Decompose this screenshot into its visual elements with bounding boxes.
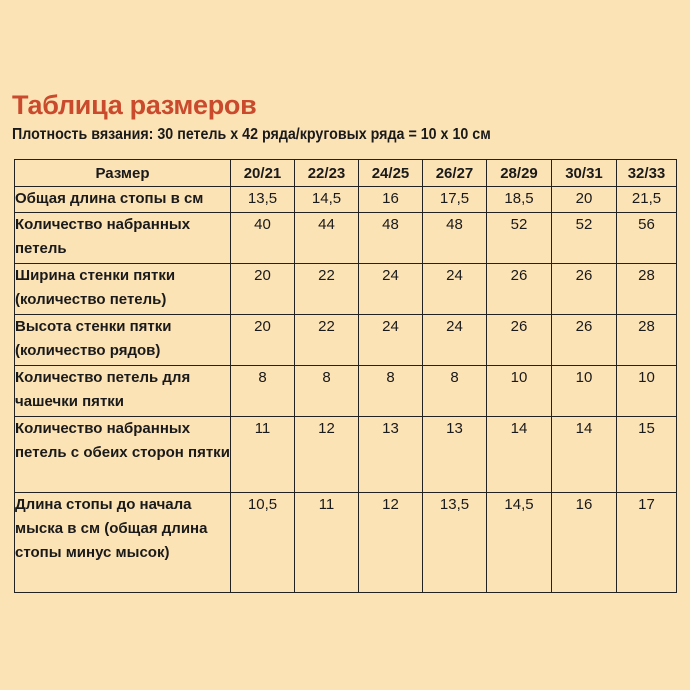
size-header: 22/23	[294, 159, 359, 187]
table-row: Высота стенки пятки (количество рядов) 2…	[14, 314, 677, 366]
table-cell: 13	[358, 416, 423, 493]
table-cell: 14,5	[294, 186, 359, 213]
row-label: Длина стопы до начала мыска в см (общая …	[14, 492, 231, 593]
table-cell: 21,5	[616, 186, 677, 213]
table-cell: 14,5	[486, 492, 552, 593]
table-cell: 18,5	[486, 186, 552, 213]
table-cell: 17,5	[422, 186, 487, 213]
table-cell: 20	[551, 186, 617, 213]
page-title: Таблица размеров	[12, 90, 257, 120]
table-cell: 28	[616, 314, 677, 366]
table-cell: 12	[358, 492, 423, 593]
header-label: Размер	[14, 159, 231, 187]
table-cell: 28	[616, 263, 677, 315]
table-cell: 8	[294, 365, 359, 417]
size-header: 20/21	[230, 159, 295, 187]
table-cell: 8	[422, 365, 487, 417]
row-label: Количество петель для чашечки пятки	[14, 365, 231, 417]
table-cell: 11	[294, 492, 359, 593]
table-cell: 16	[551, 492, 617, 593]
table-cell: 44	[294, 212, 359, 264]
table-cell: 13,5	[230, 186, 295, 213]
header-row: Размер 20/21 22/23 24/25 26/27 28/29 30/…	[14, 159, 677, 187]
table-row: Количество набранных петель с обеих стор…	[14, 416, 677, 493]
table-cell: 26	[486, 314, 552, 366]
table-cell: 24	[422, 263, 487, 315]
row-label: Количество набранных петель с обеих стор…	[14, 416, 231, 493]
table-cell: 24	[358, 314, 423, 366]
size-header: 24/25	[358, 159, 423, 187]
table-cell: 14	[551, 416, 617, 493]
table-cell: 11	[230, 416, 295, 493]
gauge-subtitle: Плотность вязания: 30 петель x 42 ряда/к…	[12, 126, 491, 143]
table-cell: 40	[230, 212, 295, 264]
table-row: Длина стопы до начала мыска в см (общая …	[14, 492, 677, 593]
table-cell: 20	[230, 263, 295, 315]
row-label: Количество набранных петель	[14, 212, 231, 264]
table-cell: 52	[486, 212, 552, 264]
table-row: Общая длина стопы в см 13,5 14,5 16 17,5…	[14, 186, 677, 213]
table-cell: 10	[551, 365, 617, 417]
table-cell: 10	[486, 365, 552, 417]
size-header: 26/27	[422, 159, 487, 187]
table-cell: 48	[358, 212, 423, 264]
table-cell: 13	[422, 416, 487, 493]
table-cell: 24	[422, 314, 487, 366]
size-header: 28/29	[486, 159, 552, 187]
table-cell: 13,5	[422, 492, 487, 593]
table-cell: 26	[551, 314, 617, 366]
row-label: Высота стенки пятки (количество рядов)	[14, 314, 231, 366]
table-cell: 16	[358, 186, 423, 213]
table-cell: 15	[616, 416, 677, 493]
table-cell: 20	[230, 314, 295, 366]
table-row: Количество набранных петель 40 44 48 48 …	[14, 212, 677, 264]
table-cell: 14	[486, 416, 552, 493]
size-table: Размер 20/21 22/23 24/25 26/27 28/29 30/…	[14, 159, 677, 593]
table-cell: 52	[551, 212, 617, 264]
table-cell: 26	[486, 263, 552, 315]
table-cell: 10,5	[230, 492, 295, 593]
table-cell: 22	[294, 263, 359, 315]
row-label: Общая длина стопы в см	[14, 186, 231, 213]
table-cell: 12	[294, 416, 359, 493]
table-cell: 56	[616, 212, 677, 264]
table-cell: 8	[358, 365, 423, 417]
table-row: Ширина стенки пятки (количество петель) …	[14, 263, 677, 315]
table-cell: 22	[294, 314, 359, 366]
size-header: 30/31	[551, 159, 617, 187]
table-cell: 10	[616, 365, 677, 417]
table-cell: 48	[422, 212, 487, 264]
table-row: Количество петель для чашечки пятки 8 8 …	[14, 365, 677, 417]
row-label: Ширина стенки пятки (количество петель)	[14, 263, 231, 315]
size-header: 32/33	[616, 159, 677, 187]
table-cell: 17	[616, 492, 677, 593]
table-cell: 24	[358, 263, 423, 315]
table-cell: 8	[230, 365, 295, 417]
table-cell: 26	[551, 263, 617, 315]
